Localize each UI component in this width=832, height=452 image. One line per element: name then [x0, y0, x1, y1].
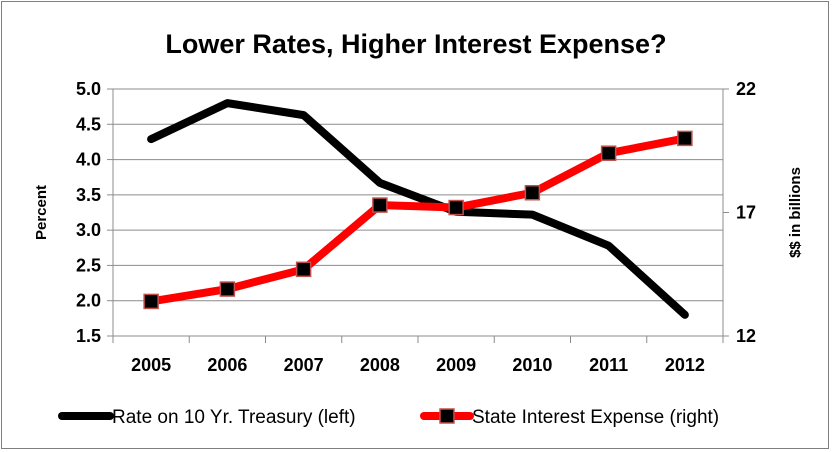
- right-axis-title: $$ in billions: [787, 167, 804, 258]
- legend-item: Rate on 10 Yr. Treasury (left): [58, 407, 356, 428]
- series-line: [147, 99, 689, 319]
- series-1: [147, 99, 689, 319]
- data-point: [600, 145, 617, 161]
- left-tick-label: 1.5: [76, 326, 101, 346]
- data-point: [219, 281, 236, 297]
- left-axis-title: Percent: [33, 185, 50, 240]
- left-axis-tick-labels: 5.0 4.5 4.0 3.5 3.0 2.5 2.0 1.5: [76, 79, 101, 346]
- plot-border: [112, 88, 724, 337]
- data-point: [677, 130, 693, 147]
- data-point: [524, 184, 541, 201]
- chart-title: Lower Rates, Higher Interest Expense?: [165, 29, 666, 59]
- legend-label: State Interest Expense (right): [472, 407, 719, 428]
- x-tick-label: 2006: [207, 355, 247, 375]
- legend-marker: [439, 408, 455, 424]
- left-tick-label: 4.0: [76, 150, 101, 170]
- legend-item: State Interest Expense (right): [420, 407, 719, 428]
- legend: Rate on 10 Yr. Treasury (left) State Inte…: [58, 407, 719, 428]
- left-tick-label: 4.5: [76, 114, 101, 134]
- series-line: [147, 134, 689, 306]
- series-2: [143, 130, 693, 310]
- series-layer: [143, 99, 693, 319]
- x-axis-tick-labels: 2005 2006 2007 2008 2009 2010 2011 2012: [131, 355, 705, 375]
- right-tick-label: 12: [736, 326, 756, 346]
- x-tick-label: 2005: [131, 355, 171, 375]
- left-tick-label: 5.0: [76, 79, 101, 99]
- right-tick-label: 22: [736, 79, 756, 99]
- x-tick-label: 2007: [284, 355, 324, 375]
- plot-area: [107, 88, 729, 343]
- data-point: [143, 293, 159, 310]
- data-point: [295, 261, 312, 278]
- left-tick-label: 3.0: [76, 220, 101, 240]
- right-tick-label: 17: [736, 203, 756, 223]
- left-tick-label: 2.0: [76, 291, 101, 311]
- x-tick-label: 2012: [665, 355, 705, 375]
- x-tick-label: 2009: [436, 355, 476, 375]
- x-tick-label: 2011: [589, 355, 628, 375]
- data-point: [372, 197, 388, 213]
- x-tick-label: 2010: [512, 355, 552, 375]
- right-axis-tick-labels: 22 17 12: [736, 79, 756, 346]
- data-point: [448, 199, 464, 216]
- x-tick-label: 2008: [360, 355, 400, 375]
- gridlines: [113, 88, 723, 337]
- legend-label: Rate on 10 Yr. Treasury (left): [112, 407, 356, 428]
- left-tick-label: 2.5: [76, 255, 101, 275]
- left-tick-label: 3.5: [76, 185, 101, 205]
